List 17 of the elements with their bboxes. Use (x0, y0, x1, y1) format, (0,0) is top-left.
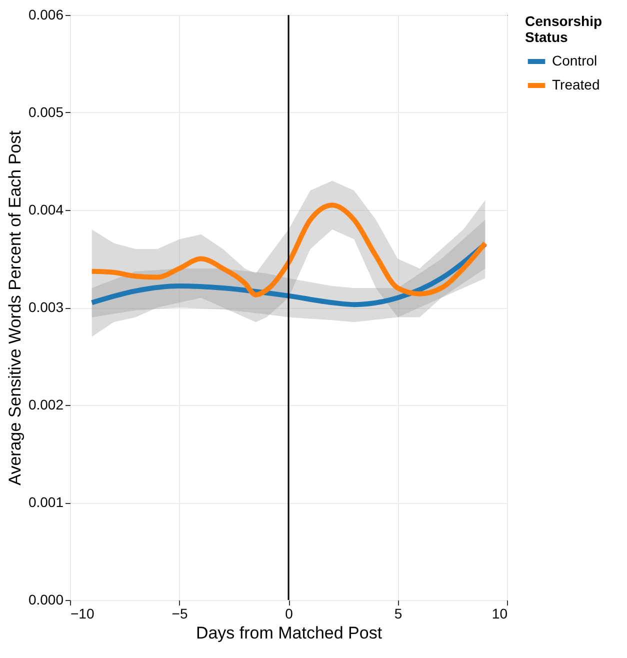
x-axis-title: Days from Matched Post (196, 624, 382, 642)
y-tick-label: 0.006 (28, 6, 64, 22)
x-tick-label: 0 (285, 606, 294, 622)
legend-title: Censorship Status (525, 13, 602, 45)
y-tick-label: 0.002 (28, 396, 64, 412)
y-tick-label: 0.003 (28, 299, 64, 315)
x-tick-label: −5 (172, 606, 188, 622)
y-axis-title: Average Sensitive Words Percent of Each Post (5, 130, 24, 486)
x-tick-label: 5 (394, 606, 402, 622)
x-tick-label: −10 (70, 606, 94, 622)
y-tick-label: 0.000 (28, 592, 64, 608)
x-tick-label: 10 (492, 606, 508, 622)
y-tick-label: 0.001 (28, 494, 64, 510)
y-tick-label: 0.005 (28, 104, 64, 120)
legend-label: Treated (552, 76, 600, 92)
y-tick-label: 0.004 (28, 202, 64, 218)
legend-label: Control (552, 52, 598, 68)
